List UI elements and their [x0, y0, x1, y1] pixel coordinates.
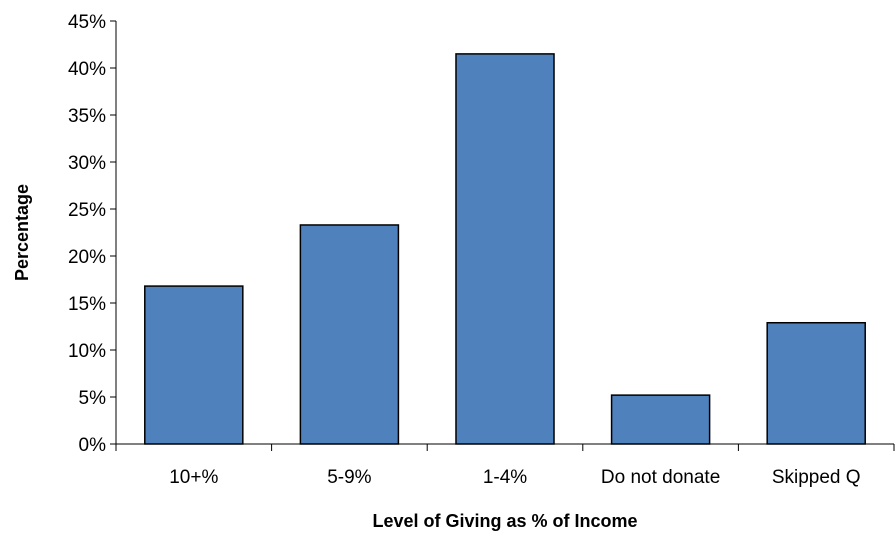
y-axis-title: Percentage	[12, 184, 32, 281]
y-tick-label: 40%	[68, 59, 106, 80]
y-tick-label: 25%	[68, 200, 106, 221]
y-tick-label: 45%	[68, 12, 106, 33]
x-ticks-group: 10+% 5-9% 1-4% Do not donate Skipped Q	[115, 444, 895, 488]
bar-2	[455, 53, 555, 445]
bar-4	[766, 321, 866, 445]
y-tick-label: 10%	[68, 341, 106, 362]
x-tick-label: Skipped Q	[772, 467, 861, 488]
y-ticks-group: 0% 5% 10% 15% 20% 25% 30% 35% 40% 45%	[68, 12, 116, 456]
x-tick-label: 5-9%	[327, 467, 371, 488]
y-tick-label: 35%	[68, 106, 106, 127]
x-axis-title: Level of Giving as % of Income	[372, 511, 637, 531]
y-tick-label: 30%	[68, 153, 106, 174]
bar-3	[610, 394, 711, 445]
x-tick-label: 1-4%	[483, 467, 527, 488]
bar-1	[299, 224, 400, 445]
bars-group	[144, 53, 866, 445]
y-tick-label: 0%	[79, 435, 107, 456]
axes-group	[115, 21, 894, 445]
y-tick-label: 20%	[68, 247, 106, 268]
bar-0	[144, 285, 244, 445]
x-tick-label: Do not donate	[601, 467, 720, 488]
y-tick-label: 5%	[79, 388, 107, 409]
y-tick-label: 15%	[68, 294, 106, 315]
x-tick-label: 10+%	[169, 467, 218, 488]
